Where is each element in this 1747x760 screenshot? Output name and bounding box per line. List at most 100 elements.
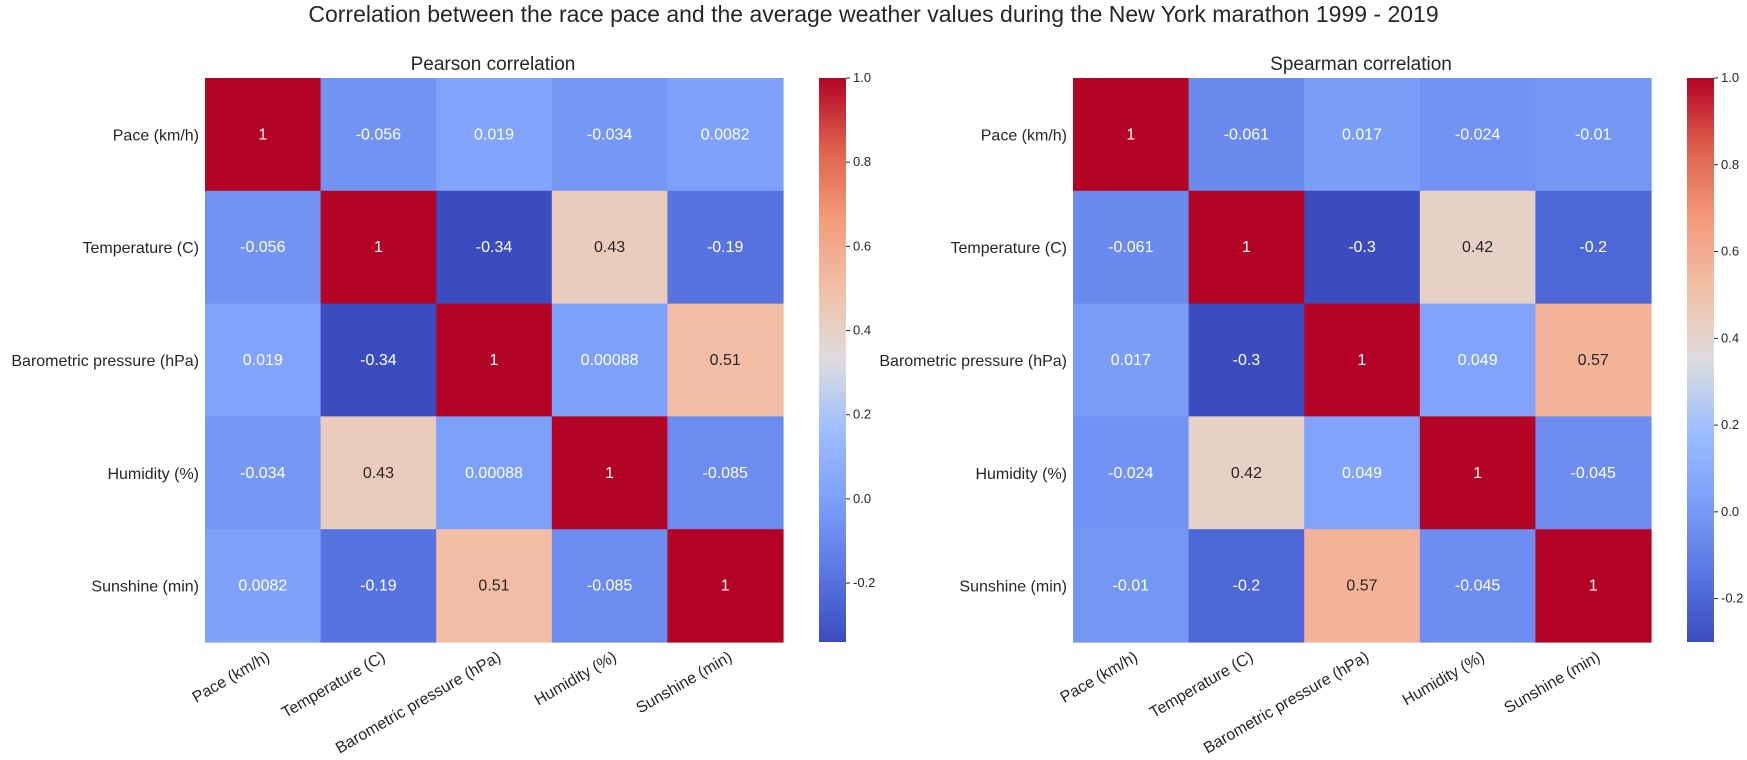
y-tick-label: Temperature (C) <box>83 240 199 257</box>
colorbar-tick-label: 0.0 <box>1721 504 1739 519</box>
x-tick-label: Temperature (C) <box>279 649 388 722</box>
heatmap-cell <box>1419 416 1536 530</box>
heatmap-cell <box>667 303 784 417</box>
heatmap-cell <box>436 303 553 417</box>
heatmap-cell <box>436 529 553 643</box>
heatmap-cell <box>1304 529 1421 643</box>
heatmap-cell <box>205 303 322 417</box>
cell-value-label: 0.51 <box>478 578 509 595</box>
cell-value-label: 0.0082 <box>701 126 750 143</box>
heatmap-cell <box>436 190 553 305</box>
heatmap-cell <box>436 78 553 192</box>
y-tick-label: Temperature (C) <box>951 240 1067 257</box>
heatmap-cell <box>1073 529 1190 643</box>
heatmap-cell <box>1419 303 1536 417</box>
cell-value-label: -0.061 <box>1224 126 1269 143</box>
heatmap-cell <box>1419 190 1536 305</box>
colorbar-tick-label: 0.6 <box>1721 244 1739 259</box>
heatmap-cell <box>436 416 553 530</box>
heatmap-cell <box>320 190 437 305</box>
colorbar <box>819 78 846 642</box>
cell-value-label: -0.024 <box>1455 126 1500 143</box>
heatmap-cell <box>205 529 322 643</box>
cell-value-label: -0.085 <box>703 465 748 482</box>
x-tick-label: Sunshine (min) <box>634 649 736 718</box>
heatmap-cell <box>1188 529 1305 643</box>
heatmap-cell <box>551 303 668 417</box>
cell-value-label: 0.42 <box>1462 239 1493 256</box>
heatmap-cell <box>551 529 668 643</box>
cell-value-label: 0.43 <box>594 239 625 256</box>
cell-value-label: -0.056 <box>356 126 401 143</box>
y-tick-label: Pace (km/h) <box>981 127 1067 144</box>
heatmap-cell <box>320 416 437 530</box>
heatmap-cell <box>667 416 784 530</box>
heatmap-cell <box>1535 303 1652 417</box>
cell-value-label: 0.019 <box>243 352 283 369</box>
heatmap-cell <box>667 78 784 192</box>
cell-value-label: -0.056 <box>240 239 285 256</box>
heatmap-cell <box>1188 190 1305 305</box>
x-tick-label: Sunshine (min) <box>1502 649 1604 718</box>
y-tick-label: Humidity (%) <box>975 466 1067 483</box>
cell-value-label: 0.51 <box>710 352 741 369</box>
colorbar-tick-label: -0.2 <box>1721 591 1743 606</box>
cell-value-label: 0.00088 <box>581 352 639 369</box>
heatmap-cell <box>1073 416 1190 530</box>
cell-value-label: -0.024 <box>1108 465 1153 482</box>
heatmap-cell <box>551 190 668 305</box>
x-tick-label: Pace (km/h) <box>1058 649 1141 707</box>
cell-value-label: -0.19 <box>707 239 744 256</box>
cell-value-label: 0.00088 <box>465 465 523 482</box>
cell-value-label: -0.045 <box>1571 465 1616 482</box>
heatmap-cell <box>1073 303 1190 417</box>
heatmap-cell <box>1304 190 1421 305</box>
heatmap-cell <box>1304 416 1421 530</box>
cell-value-label: 1 <box>490 352 499 369</box>
cell-value-label: -0.085 <box>587 578 632 595</box>
heatmap-cell <box>1535 529 1652 643</box>
colorbar-tick-label: 0.2 <box>1721 417 1739 432</box>
colorbar-tick-label: 0.8 <box>1721 157 1739 172</box>
colorbar-tick-label: 0.6 <box>853 238 871 253</box>
cell-value-label: -0.3 <box>1233 352 1261 369</box>
colorbar-tick-label: 0.8 <box>853 154 871 169</box>
y-tick-label: Sunshine (min) <box>91 579 199 596</box>
y-tick-label: Humidity (%) <box>107 466 199 483</box>
cell-value-label: 0.049 <box>1342 465 1382 482</box>
heatmap-cell <box>1535 416 1652 530</box>
heatmap-cell <box>320 78 437 192</box>
heatmap-cell <box>1304 78 1421 192</box>
cell-value-label: -0.01 <box>1575 126 1612 143</box>
heatmap-cell <box>1419 529 1536 643</box>
cell-value-label: -0.34 <box>360 352 397 369</box>
cell-value-label: -0.19 <box>360 578 397 595</box>
heatmap-cell <box>205 190 322 305</box>
heatmap-cell <box>1188 416 1305 530</box>
cell-value-label: 1 <box>1589 578 1598 595</box>
heatmap-cell <box>1535 78 1652 192</box>
cell-value-label: 0.57 <box>1346 578 1377 595</box>
cell-value-label: -0.3 <box>1348 239 1376 256</box>
cell-value-label: 1 <box>721 578 730 595</box>
heatmap-cell <box>1535 190 1652 305</box>
heatmap-cell <box>1073 190 1190 305</box>
x-tick-label: Pace (km/h) <box>190 649 273 707</box>
cell-value-label: 1 <box>1242 239 1251 256</box>
cell-value-label: 1 <box>258 126 267 143</box>
y-tick-label: Barometric pressure (hPa) <box>11 353 199 370</box>
x-tick-label: Temperature (C) <box>1147 649 1256 722</box>
heatmap-cell <box>551 416 668 530</box>
cell-value-label: -0.045 <box>1455 578 1500 595</box>
heatmap-cell <box>667 529 784 643</box>
heatmap-cell <box>1304 303 1421 417</box>
heatmap-cell <box>205 416 322 530</box>
colorbar-tick-label: 1.0 <box>853 70 871 85</box>
x-tick-label: Humidity (%) <box>1400 649 1488 710</box>
y-tick-label: Pace (km/h) <box>113 127 199 144</box>
cell-value-label: 0.43 <box>363 465 394 482</box>
y-tick-label: Barometric pressure (hPa) <box>879 353 1067 370</box>
spearman-correlation-panel: Spearman correlation 1 -0.061 0.017 -0.024 -0… <box>879 54 1743 757</box>
cell-value-label: 1 <box>605 465 614 482</box>
